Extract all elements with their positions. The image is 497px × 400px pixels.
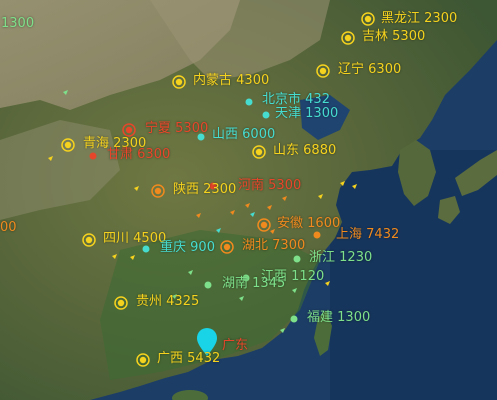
label-anhui[interactable]: 安徽 1600 — [277, 216, 341, 231]
marker-qinghai[interactable] — [61, 138, 75, 152]
flow-arrow-mark — [188, 270, 193, 275]
flow-arrow-mark — [245, 203, 250, 208]
flow-arrow-mark — [292, 288, 297, 293]
flow-arrow-mark — [270, 229, 275, 234]
flow-arrow-mark — [325, 281, 330, 286]
label-chongqing[interactable]: 重庆 900 — [160, 240, 215, 255]
label-hubei[interactable]: 湖北 7300 — [242, 238, 306, 253]
edge-label-top-left: 1300 — [1, 16, 35, 31]
label-shaanxi[interactable]: 陕西 2300 — [173, 182, 237, 197]
edge-label-left: 00 — [0, 220, 17, 235]
label-guangdong[interactable]: 广东 — [222, 338, 249, 353]
marker-guangxi[interactable] — [136, 353, 150, 367]
korean-peninsula — [398, 140, 436, 206]
marker-shandong[interactable] — [252, 145, 266, 159]
japan-honshu — [455, 150, 497, 196]
flow-arrow-mark — [352, 184, 357, 189]
label-jilin[interactable]: 吉林 5300 — [362, 29, 426, 44]
flow-arrow-mark — [130, 255, 135, 260]
label-henan[interactable]: 河南 5300 — [238, 178, 302, 193]
flow-arrow-mark — [230, 210, 235, 215]
flow-arrow-mark — [196, 213, 201, 218]
marker-shanghai[interactable] — [313, 231, 321, 239]
marker-shanxi[interactable] — [197, 133, 205, 141]
marker-gansu[interactable] — [89, 152, 97, 160]
marker-heilongjiang[interactable] — [361, 12, 375, 26]
marker-zhejiang[interactable] — [293, 255, 301, 263]
marker-jilin[interactable] — [341, 31, 355, 45]
label-heilongjiang[interactable]: 黑龙江 2300 — [381, 11, 458, 26]
label-fujian[interactable]: 福建 1300 — [307, 310, 371, 325]
flow-arrow-mark — [340, 181, 345, 186]
flow-arrow-mark — [112, 254, 117, 259]
label-hunan[interactable]: 湖南 1345 — [222, 276, 286, 291]
label-guizhou[interactable]: 贵州 4325 — [136, 294, 200, 309]
label-shandong[interactable]: 山东 6880 — [273, 143, 337, 158]
mongolia-plateau — [150, 0, 330, 80]
taiwan-island — [314, 310, 332, 356]
southern-forest — [100, 230, 320, 380]
flow-arrow-mark — [216, 228, 221, 233]
flow-arrow-mark — [48, 156, 53, 161]
marker-sichuan[interactable] — [82, 233, 96, 247]
label-guangxi[interactable]: 广西 5432 — [157, 351, 221, 366]
marker-tianjin[interactable] — [262, 111, 270, 119]
marker-henan[interactable] — [209, 182, 217, 190]
marker-hubei[interactable] — [220, 240, 234, 254]
marker-chongqing[interactable] — [142, 245, 150, 253]
flow-arrow-mark — [282, 196, 287, 201]
marker-shaanxi[interactable] — [151, 184, 165, 198]
marker-fujian[interactable] — [290, 315, 298, 323]
flow-arrow-mark — [267, 205, 272, 210]
label-gansu[interactable]: 甘肃 6300 — [107, 147, 171, 162]
marker-jiangxi[interactable] — [242, 274, 250, 282]
hainan-island — [172, 390, 208, 400]
flow-arrow-mark — [172, 294, 177, 299]
japan-kyushu — [438, 196, 460, 224]
flow-arrows — [48, 90, 357, 333]
marker-anhui[interactable] — [257, 218, 271, 232]
flow-arrow-mark — [239, 296, 244, 301]
flow-arrow-mark — [318, 194, 323, 199]
flow-arrow-mark — [134, 186, 139, 191]
label-tianjin[interactable]: 天津 1300 — [275, 106, 339, 121]
flow-arrow-mark — [63, 90, 68, 95]
marker-liaoning[interactable] — [316, 64, 330, 78]
label-beijing[interactable]: 北京市 432 — [262, 92, 330, 107]
province-markers — [61, 12, 375, 367]
marker-ningxia[interactable] — [122, 123, 136, 137]
label-zhejiang[interactable]: 浙江 1230 — [309, 250, 373, 265]
marker-guizhou[interactable] — [114, 296, 128, 310]
marker-beijing[interactable] — [245, 98, 253, 106]
label-shanxi[interactable]: 山西 6000 — [212, 127, 276, 142]
bohai-sea — [300, 95, 350, 140]
label-sichuan[interactable]: 四川 4500 — [103, 231, 167, 246]
label-ningxia[interactable]: 宁夏 5300 — [145, 121, 209, 136]
plateau — [0, 120, 120, 220]
label-liaoning[interactable]: 辽宁 6300 — [338, 62, 402, 77]
marker-hunan[interactable] — [204, 281, 212, 289]
flow-arrow-mark — [250, 212, 255, 217]
label-qinghai[interactable]: 青海 2300 — [83, 136, 147, 151]
label-shanghai[interactable]: 上海 7432 — [336, 227, 400, 242]
label-jiangxi[interactable]: 江西 1120 — [261, 269, 325, 284]
guangdong-pin-icon[interactable] — [197, 328, 217, 356]
marker-neimenggu[interactable] — [172, 75, 186, 89]
label-neimenggu[interactable]: 内蒙古 4300 — [193, 73, 270, 88]
flow-arrow-mark — [280, 328, 285, 333]
